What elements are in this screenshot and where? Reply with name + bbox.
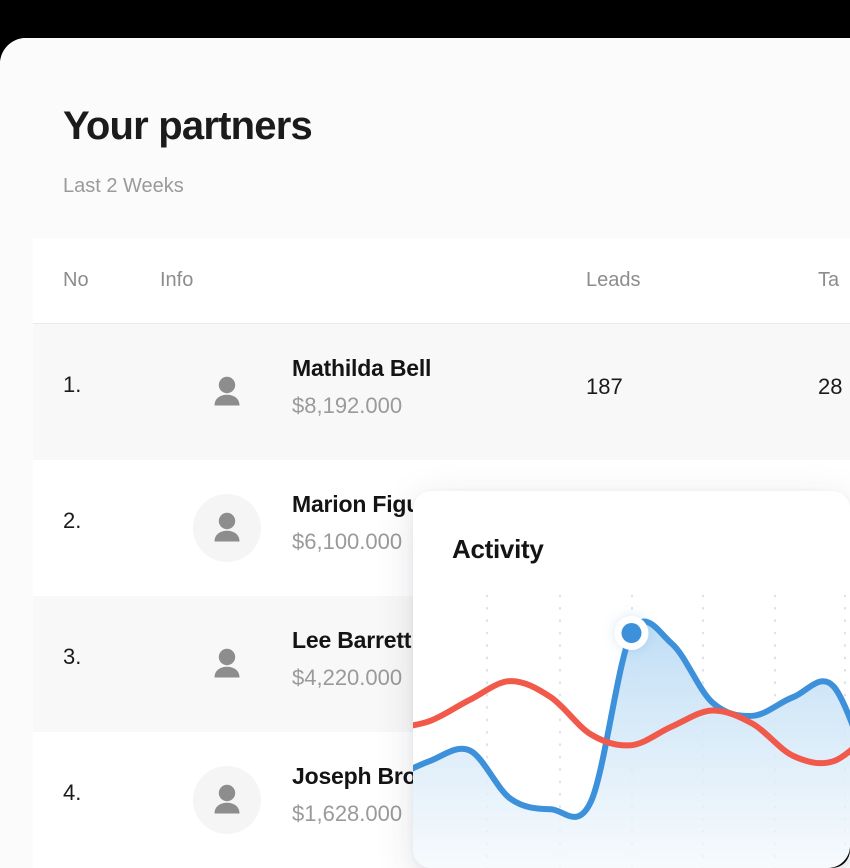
partner-info: Mathilda Bell $8,192.000 <box>292 357 592 417</box>
activity-title: Activity <box>452 534 544 564</box>
activity-chart[interactable] <box>413 591 850 868</box>
partner-amount: $6,100.000 <box>292 529 403 554</box>
partner-amount: $4,220.000 <box>292 665 403 690</box>
avatar <box>193 494 261 562</box>
partner-name: Lee Barrett <box>292 627 412 653</box>
tasks-value: 28 <box>818 374 843 399</box>
page-title: Your partners <box>63 104 313 148</box>
column-header-tasks[interactable]: Ta <box>818 269 840 291</box>
partner-name: Joseph Broc <box>292 763 430 789</box>
partner-info: Lee Barrett $4,220.000 <box>292 629 592 689</box>
partner-amount: $8,192.000 <box>292 393 403 418</box>
person-icon <box>207 780 247 820</box>
activity-card: Activity <box>413 491 850 868</box>
leads-value: 187 <box>586 374 623 399</box>
avatar <box>193 630 261 698</box>
panel-header: Your partners Last 2 Weeks <box>0 38 850 238</box>
page-subtitle: Last 2 Weeks <box>63 175 184 197</box>
avatar <box>193 766 261 834</box>
row-number: 2. <box>63 508 82 533</box>
column-header-info[interactable]: Info <box>160 269 194 291</box>
partner-info: Marion Figue $6,100.000 <box>292 493 592 553</box>
person-icon <box>207 372 247 412</box>
row-number: 3. <box>63 644 82 669</box>
activity-chart-svg <box>413 591 850 868</box>
person-icon <box>207 508 247 548</box>
partner-name: Marion Figue <box>292 491 433 517</box>
row-number: 1. <box>63 372 82 397</box>
table-header-row: No Info Leads Ta <box>33 238 850 324</box>
partner-info: Joseph Broc $1,628.000 <box>292 765 592 825</box>
column-header-no[interactable]: No <box>63 269 89 291</box>
row-number: 4. <box>63 780 82 805</box>
partner-amount: $1,628.000 <box>292 801 403 826</box>
data-point-marker[interactable] <box>614 616 649 651</box>
table-row[interactable]: 1. Mathilda Bell $8,192.000 187 28 <box>33 324 850 460</box>
red-series-line <box>413 678 850 767</box>
column-header-leads[interactable]: Leads <box>586 269 641 291</box>
avatar <box>193 358 261 426</box>
partner-name: Mathilda Bell <box>292 355 432 381</box>
person-icon <box>207 644 247 684</box>
